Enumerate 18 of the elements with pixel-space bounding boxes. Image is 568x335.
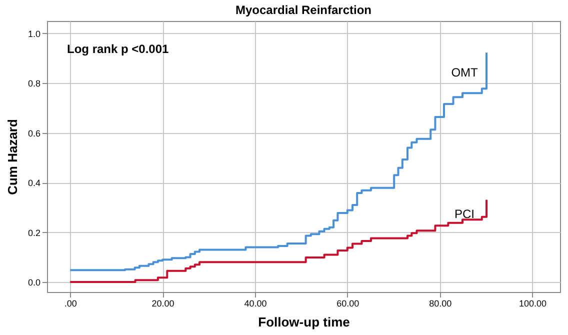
y-tick-label: 0.2 bbox=[28, 228, 40, 238]
y-tick-label: 1.0 bbox=[28, 28, 40, 39]
y-tick-label: 0.0 bbox=[28, 278, 40, 288]
x-axis-title: Follow-up time bbox=[258, 314, 350, 330]
y-axis-title: Cum Hazard bbox=[4, 119, 20, 195]
x-tick-label: 100.00 bbox=[519, 298, 547, 308]
chart-title: Myocardial Reinfarction bbox=[235, 3, 372, 17]
y-tick-label: 0.8 bbox=[28, 78, 40, 89]
annotation: Log rank p <0.001 bbox=[67, 42, 170, 56]
y-tick-label: 0.6 bbox=[28, 128, 40, 138]
x-tick-label: .00 bbox=[64, 298, 77, 308]
y-tick-label: 0.4 bbox=[28, 178, 40, 188]
series-label: OMT bbox=[451, 66, 479, 80]
x-tick-label: 20.00 bbox=[152, 298, 174, 308]
x-tick-label: 80.00 bbox=[429, 298, 452, 308]
x-tick-label: 60.00 bbox=[336, 298, 360, 308]
x-tick-label: 40.00 bbox=[244, 298, 267, 308]
series-label: PCI bbox=[454, 206, 475, 221]
